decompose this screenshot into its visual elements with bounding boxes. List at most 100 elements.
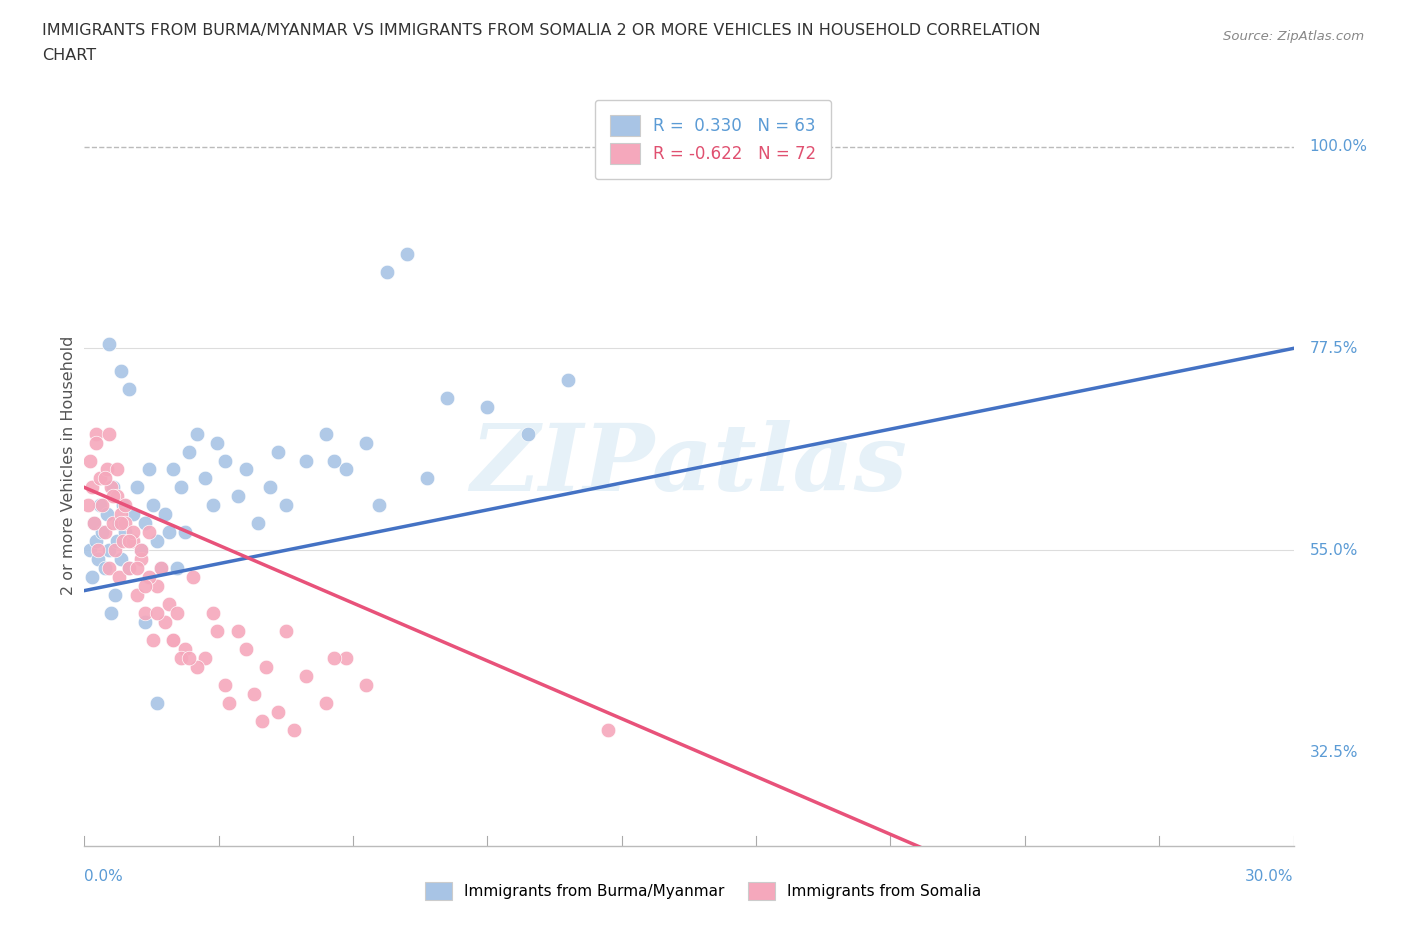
Point [516, 426, 538, 441]
Point [295, 453, 318, 468]
Text: 100.0%: 100.0% [1309, 139, 1368, 154]
Point [93, 525, 115, 539]
Point [194, 471, 217, 485]
Text: CHART: CHART [42, 48, 96, 63]
Point [214, 453, 236, 468]
Point [104, 588, 127, 603]
Point [134, 516, 156, 531]
Point [166, 561, 188, 576]
Point [138, 525, 160, 539]
Point [274, 498, 297, 512]
Point [242, 686, 264, 701]
Point [100, 605, 122, 620]
Point [100, 480, 122, 495]
Point [101, 516, 124, 531]
Point [125, 588, 148, 603]
Point [218, 696, 240, 711]
Point [93, 471, 115, 485]
Point [170, 650, 193, 665]
Point [207, 623, 229, 638]
Point [149, 561, 172, 576]
Point [121, 525, 143, 539]
Text: Source: ZipAtlas.com: Source: ZipAtlas.com [1223, 30, 1364, 43]
Point [323, 650, 346, 665]
Point [267, 704, 290, 719]
Point [82, 480, 104, 495]
Point [134, 605, 156, 620]
Point [162, 632, 184, 647]
Point [315, 426, 337, 441]
Point [91, 498, 114, 512]
Point [226, 489, 249, 504]
Point [138, 462, 160, 477]
Point [235, 642, 257, 657]
Point [118, 561, 141, 576]
Point [153, 615, 176, 630]
Point [93, 561, 115, 576]
Point [235, 462, 257, 477]
Point [157, 525, 180, 539]
Point [96, 507, 118, 522]
Point [477, 399, 499, 414]
Point [146, 605, 169, 620]
Point [174, 642, 197, 657]
Point [110, 551, 132, 566]
Point [186, 426, 208, 441]
Point [335, 650, 357, 665]
Point [557, 372, 579, 387]
Point [146, 578, 169, 593]
Point [157, 597, 180, 612]
Point [142, 498, 165, 512]
Point [129, 543, 152, 558]
Point [315, 696, 337, 711]
Point [114, 525, 136, 539]
Point [96, 462, 118, 477]
Point [174, 525, 197, 539]
Point [149, 561, 172, 576]
Point [97, 561, 120, 576]
Point [598, 723, 620, 737]
Point [125, 480, 148, 495]
Point [86, 426, 108, 441]
Point [295, 669, 318, 684]
Point [101, 480, 124, 495]
Point [274, 623, 297, 638]
Text: ZIPatlas: ZIPatlas [471, 420, 907, 510]
Text: IMMIGRANTS FROM BURMA/MYANMAR VS IMMIGRANTS FROM SOMALIA 2 OR MORE VEHICLES IN H: IMMIGRANTS FROM BURMA/MYANMAR VS IMMIGRA… [42, 23, 1040, 38]
Point [395, 246, 418, 261]
Point [118, 534, 141, 549]
Legend: Immigrants from Burma/Myanmar, Immigrants from Somalia: Immigrants from Burma/Myanmar, Immigrant… [419, 876, 987, 906]
Point [86, 435, 108, 450]
Text: 30.0%: 30.0% [1246, 869, 1294, 883]
Point [79, 543, 101, 558]
Point [114, 516, 136, 531]
Point [121, 507, 143, 522]
Point [436, 391, 458, 405]
Point [356, 435, 378, 450]
Text: 0.0%: 0.0% [84, 869, 124, 883]
Point [153, 507, 176, 522]
Point [375, 265, 398, 280]
Point [207, 435, 229, 450]
Point [89, 471, 111, 485]
Point [79, 453, 101, 468]
Point [134, 578, 156, 593]
Point [356, 677, 378, 692]
Point [111, 498, 134, 512]
Point [114, 498, 136, 512]
Point [118, 561, 141, 576]
Point [83, 516, 105, 531]
Point [179, 650, 201, 665]
Point [335, 462, 357, 477]
Point [134, 615, 156, 630]
Point [111, 534, 134, 549]
Point [259, 480, 281, 495]
Point [166, 605, 188, 620]
Point [267, 445, 290, 459]
Point [101, 489, 124, 504]
Point [323, 453, 346, 468]
Text: 77.5%: 77.5% [1309, 341, 1358, 356]
Point [142, 632, 165, 647]
Point [105, 489, 128, 504]
Point [202, 498, 225, 512]
